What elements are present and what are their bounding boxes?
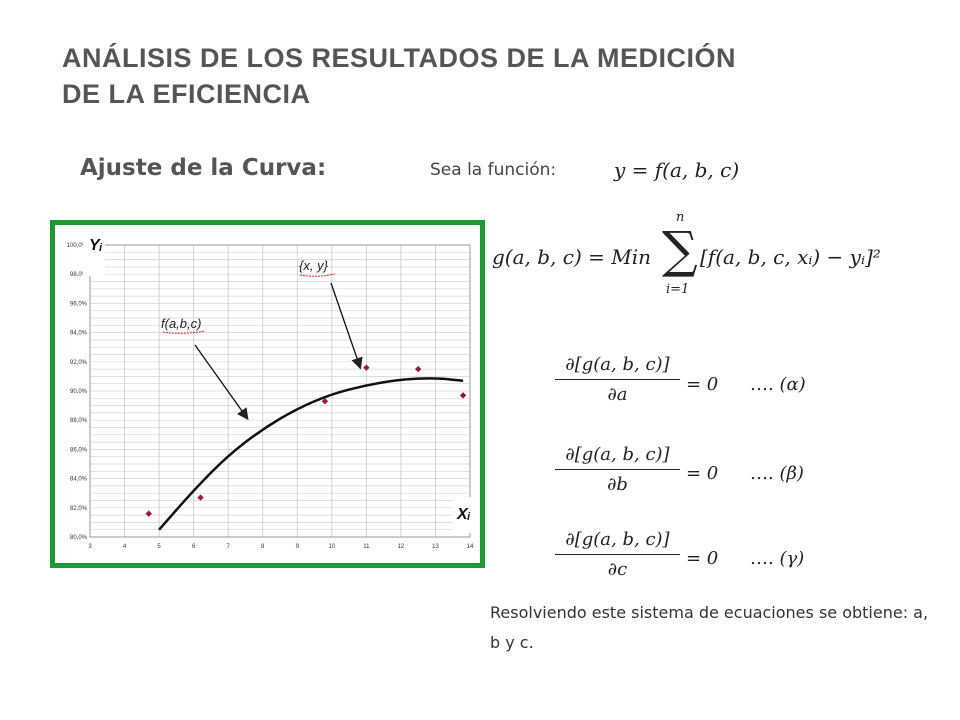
y-tick-label: 92,0% — [70, 360, 88, 366]
partial-eq-c-numerator: ∂[g(a, b, c)] — [555, 529, 680, 555]
y-tick-label: 86,0% — [70, 447, 88, 453]
section-subtitle: Ajuste de la Curva: — [80, 155, 327, 181]
sum-lower-limit: i=1 — [666, 282, 690, 297]
partial-eq-b-rhs: = 0 — [686, 463, 719, 484]
partial-eq-b-tag: …. (β) — [750, 463, 804, 484]
slide-title-line1: ANÁLISIS DE LOS RESULTADOS DE LA MEDICIÓ… — [62, 43, 737, 73]
summation-icon: ∑ — [662, 221, 698, 279]
x-tick-label: 5 — [157, 544, 161, 550]
x-tick-label: 3 — [88, 544, 92, 550]
objective-lhs: g(a, b, c) = Min — [492, 245, 651, 269]
partial-eq-a-numerator: ∂[g(a, b, c)] — [555, 354, 680, 380]
y-tick-label: 100,0% — [67, 243, 88, 249]
curve-annotation-arrow — [194, 344, 249, 421]
point-annotation-label: {x, y} — [299, 258, 329, 273]
x-tick-label: 4 — [123, 544, 127, 550]
y-tick-label: 90,0% — [70, 389, 88, 395]
x-axis-title: Xᵢ — [456, 506, 471, 523]
function-equation: y = f(a, b, c) — [614, 158, 740, 182]
function-intro-label: Sea la función: — [430, 160, 557, 180]
x-tick-label: 12 — [398, 544, 405, 550]
chart-area: 80,0% 82,0% 84,0% 86,0% 88,0% 90,0% 92,0% 94,0%… — [55, 225, 480, 563]
slide-title: ANÁLISIS DE LOS RESULTADOS DE LA MEDICIÓ… — [62, 40, 922, 112]
slide-title-line2: DE LA EFICIENCIA — [62, 79, 311, 109]
point-annotation-arrow — [330, 282, 363, 370]
y-tick-label: 82,0% — [70, 506, 88, 512]
data-point — [363, 364, 370, 371]
curve-annotation-label: f(a,b,c) — [161, 316, 201, 331]
chart-frame: 80,0% 82,0% 84,0% 86,0% 88,0% 90,0% 92,0% 94,0%… — [50, 220, 485, 568]
x-tick-label: 10 — [328, 544, 335, 550]
partial-eq-c-denominator: ∂c — [607, 559, 628, 580]
conclusion-text: Resolviendo este sistema de ecuaciones s… — [490, 603, 929, 652]
partial-eq-c-fraction: ∂[g(a, b, c)] ∂c — [555, 529, 680, 580]
partial-eq-b-numerator: ∂[g(a, b, c)] — [555, 444, 680, 470]
y-tick-label: 88,0% — [70, 418, 88, 424]
x-tick-label: 6 — [192, 544, 196, 550]
y-tick-label: 98,0% — [70, 272, 88, 278]
partial-eq-b-denominator: ∂b — [607, 474, 628, 495]
sum-upper-limit: n — [676, 210, 685, 225]
x-tick-label: 11 — [363, 544, 370, 550]
y-tick-label: 96,0% — [70, 301, 88, 307]
data-point — [459, 392, 467, 399]
curve-fit-chart: 80,0% 82,0% 84,0% 86,0% 88,0% 90,0% 92,0% 94,0%… — [67, 228, 475, 550]
data-point — [145, 510, 152, 517]
y-axis-title: Yᵢ — [89, 237, 103, 254]
partial-eq-c-rhs: = 0 — [686, 548, 719, 569]
x-tick-label: 13 — [432, 544, 439, 550]
data-point — [414, 365, 422, 373]
partial-eq-a-fraction: ∂[g(a, b, c)] ∂a — [555, 354, 680, 405]
y-tick-label: 84,0% — [70, 477, 88, 483]
y-tick-label: 80,0% — [70, 535, 88, 541]
fitted-curve — [158, 377, 464, 531]
partial-eq-c-tag: …. (γ) — [750, 548, 805, 569]
partial-eq-a-rhs: = 0 — [686, 374, 719, 395]
x-tick-label: 7 — [227, 544, 231, 550]
partial-eq-a-denominator: ∂a — [607, 384, 628, 405]
data-point — [197, 494, 204, 501]
x-tick-label: 8 — [261, 544, 265, 550]
y-tick-label: 94,0% — [70, 331, 88, 337]
partial-eq-b-fraction: ∂[g(a, b, c)] ∂b — [555, 444, 680, 495]
plot-border — [89, 244, 471, 538]
x-tick-label: 14 — [467, 544, 474, 550]
x-tick-label: 9 — [296, 544, 300, 550]
partial-eq-a-tag: …. (α) — [750, 374, 806, 395]
objective-body: [f(a, b, c, xᵢ) − yᵢ]² — [700, 245, 881, 269]
